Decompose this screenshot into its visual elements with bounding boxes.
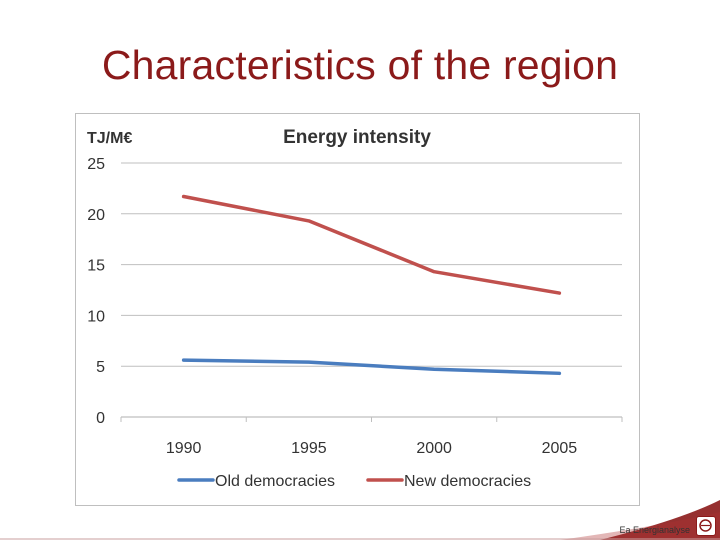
gridlines (121, 162, 622, 418)
legend-label: New democracies (404, 473, 531, 490)
series-lines (181, 194, 562, 376)
energy-intensity-chart: Energy intensity TJ/M€ 0 5 10 15 20 25 1990 199… (87, 127, 623, 490)
chart-title: Energy intensity (283, 127, 431, 148)
legend: Old democracies New democracies (177, 473, 531, 490)
y-tick-label: 20 (87, 207, 105, 224)
y-axis-unit-label: TJ/M€ (87, 130, 132, 147)
legend-label: Old democracies (215, 473, 335, 490)
chart-frame (75, 113, 640, 506)
series-line-old-democracies (181, 358, 562, 376)
y-tick-label: 10 (87, 308, 105, 325)
company-logo-icon (696, 516, 716, 536)
x-tick-label: 2005 (542, 440, 578, 457)
footer-decor-band (0, 500, 720, 540)
y-tick-label: 5 (96, 359, 105, 376)
slide-title: Characteristics of the region (101, 42, 619, 88)
y-tick-label: 0 (96, 410, 105, 427)
x-tick-label: 2000 (416, 440, 452, 457)
series-line-new-democracies (181, 194, 562, 295)
footer-brand-text: Ea Energianalyse (619, 525, 690, 535)
x-tick-label: 1990 (166, 440, 202, 457)
y-tick-label: 15 (87, 258, 105, 275)
x-tick-label: 1995 (291, 440, 327, 457)
axes: 0 5 10 15 20 25 1990 1995 2000 2005 (87, 156, 623, 457)
y-tick-label: 25 (87, 156, 105, 173)
